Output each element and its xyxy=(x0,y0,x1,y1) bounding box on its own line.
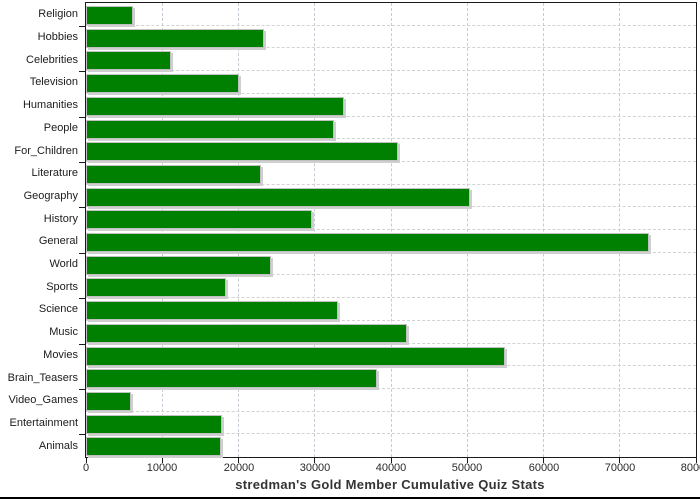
y-axis-label: Animals xyxy=(38,440,78,452)
x-axis-tick-label: 80000 xyxy=(680,462,700,474)
y-axis-label: Literature xyxy=(31,167,78,179)
bar-humanities xyxy=(86,97,344,116)
x-axis-tick xyxy=(314,458,315,463)
x-axis-tick xyxy=(696,458,697,463)
x-axis-tick xyxy=(162,458,163,463)
gridline-horizontal xyxy=(86,70,696,72)
bar-literature xyxy=(86,165,261,184)
bar-brain_teasers xyxy=(86,369,377,388)
y-axis-label: Television xyxy=(29,76,78,88)
bar-video_games xyxy=(86,392,131,411)
x-axis-tick-label: 20000 xyxy=(223,462,255,474)
y-axis-label: Science xyxy=(38,303,78,315)
gridline-horizontal xyxy=(86,92,696,94)
bar-animals xyxy=(86,437,221,456)
bar-movies xyxy=(86,347,505,366)
y-axis-tick xyxy=(79,344,85,345)
y-axis-label: Humanities xyxy=(22,99,78,111)
bar-world xyxy=(86,256,271,275)
x-axis-tick-label: 0 xyxy=(82,462,90,474)
y-axis-tick xyxy=(79,26,85,27)
gridline-horizontal xyxy=(86,319,696,321)
bar-science xyxy=(86,301,338,320)
y-axis-label: Celebrities xyxy=(26,54,78,66)
gridline-vertical xyxy=(543,3,544,457)
y-axis-label: For_Children xyxy=(14,145,78,157)
chart-title: stredman's Gold Member Cumulative Quiz S… xyxy=(235,477,545,492)
x-axis-tick-label: 50000 xyxy=(451,462,483,474)
gridline-horizontal xyxy=(86,160,696,162)
y-axis-label: World xyxy=(49,258,78,270)
x-axis-tick xyxy=(543,458,544,463)
y-axis-label: People xyxy=(43,122,78,134)
y-axis-label: Geography xyxy=(23,190,78,202)
bar-people xyxy=(86,120,334,139)
bar-religion xyxy=(86,6,133,25)
gridline-horizontal xyxy=(86,138,696,140)
bar-for_children xyxy=(86,142,398,161)
y-axis-label: Brain_Teasers xyxy=(7,372,78,384)
bar-celebrities xyxy=(86,51,171,70)
x-axis-tick xyxy=(391,458,392,463)
y-axis-tick xyxy=(79,117,85,118)
y-axis-label: General xyxy=(38,235,78,247)
y-axis-label: Music xyxy=(49,326,78,338)
x-axis-tick xyxy=(86,458,87,463)
y-axis-label: History xyxy=(43,213,78,225)
x-axis-tick xyxy=(238,458,239,463)
gridline-vertical xyxy=(161,3,163,457)
y-axis-label: Religion xyxy=(38,8,78,20)
x-axis-tick xyxy=(619,458,620,463)
gridline-horizontal xyxy=(86,274,696,276)
gridline-vertical xyxy=(238,3,239,457)
gridline-horizontal xyxy=(86,410,696,412)
y-axis-label: Sports xyxy=(46,281,78,293)
gridline-vertical xyxy=(390,3,392,457)
y-axis-label: Video_Games xyxy=(8,394,78,406)
x-axis-tick-label: 40000 xyxy=(375,462,407,474)
gridline-horizontal xyxy=(86,342,696,344)
gridline-horizontal xyxy=(86,183,696,185)
gridline-horizontal xyxy=(86,433,696,435)
gridline-vertical xyxy=(619,3,621,457)
gridline-horizontal xyxy=(86,297,696,299)
gridline-horizontal xyxy=(86,24,696,26)
x-axis-tick xyxy=(467,458,468,463)
y-axis-tick xyxy=(79,162,85,163)
x-axis-tick-label: 30000 xyxy=(299,462,331,474)
gridline-horizontal xyxy=(86,387,696,389)
y-axis-tick xyxy=(79,253,85,254)
gridline-horizontal xyxy=(86,229,696,230)
y-axis-label: Entertainment xyxy=(9,417,78,429)
x-axis-tick-label: 60000 xyxy=(528,462,560,474)
gridline-horizontal xyxy=(86,251,696,253)
bar-entertainment xyxy=(86,415,222,434)
y-axis-tick xyxy=(79,71,85,72)
y-axis-tick xyxy=(79,298,85,299)
bar-sports xyxy=(86,278,226,297)
bar-television xyxy=(86,74,239,93)
gridline-horizontal xyxy=(86,115,696,117)
gridline-vertical xyxy=(314,3,316,457)
y-axis-label: Movies xyxy=(43,349,78,361)
x-axis-tick-label: 70000 xyxy=(604,462,636,474)
plot-area xyxy=(85,2,697,458)
y-axis-tick xyxy=(79,389,85,390)
y-axis-label: Hobbies xyxy=(37,31,78,43)
bottom-border-rule xyxy=(0,497,700,499)
y-axis-tick xyxy=(79,207,85,208)
bar-history xyxy=(86,210,312,229)
x-axis-tick-label: 10000 xyxy=(146,462,178,474)
bar-music xyxy=(86,324,407,343)
gridline-vertical xyxy=(466,3,468,457)
bar-general xyxy=(86,233,649,252)
y-axis-tick xyxy=(79,434,85,435)
bar-hobbies xyxy=(86,29,264,48)
bar-geography xyxy=(86,188,470,207)
gridline-horizontal xyxy=(86,47,696,49)
